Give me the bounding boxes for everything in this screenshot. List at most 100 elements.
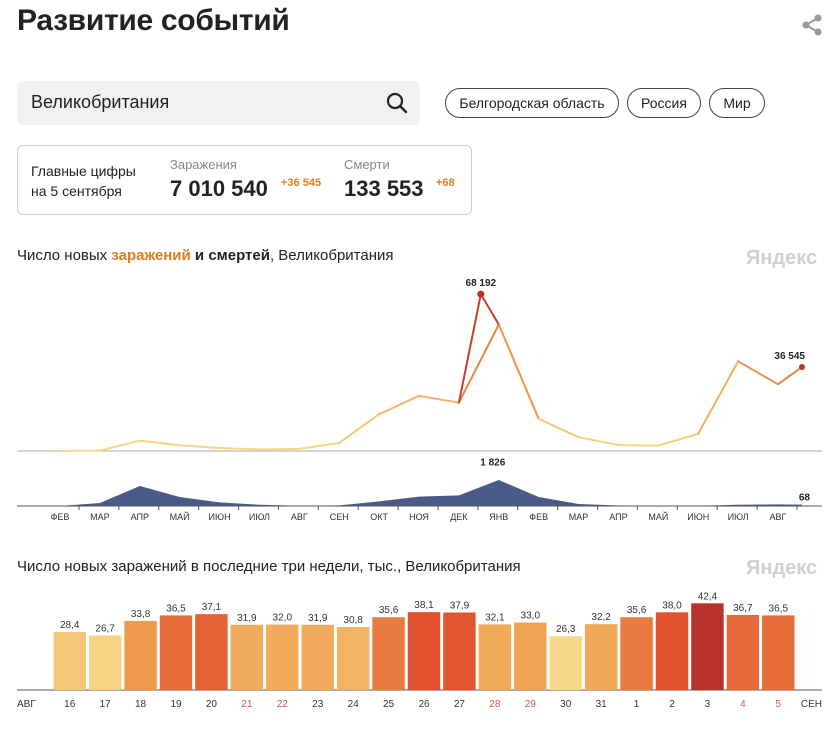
deaths-area[interactable] [60, 480, 802, 506]
infections-line-segment[interactable] [298, 441, 341, 450]
search-input[interactable]: Великобритания [17, 81, 420, 125]
yandex-watermark: Яндекс [746, 557, 818, 579]
bar[interactable] [372, 617, 405, 690]
bar[interactable] [514, 622, 547, 690]
x-axis-month-label: ИЮН [687, 512, 709, 522]
bar[interactable] [549, 636, 582, 690]
bar[interactable] [301, 624, 334, 690]
bar-category-label: 22 [277, 699, 289, 710]
infections-line-segment[interactable] [178, 444, 221, 450]
bar-value-label: 36,5 [166, 603, 186, 614]
bar[interactable] [124, 620, 157, 690]
infections-deaths-chart[interactable]: 68 192 36 545 1 826 68 ФЕВ МАР АПР МАЙ ИЮН ИЮЛ АВГ… [0, 270, 840, 530]
x-axis-month-label: МАР [569, 512, 589, 522]
bar-value-label: 36,7 [733, 603, 753, 614]
bar-category-label: 4 [740, 699, 746, 710]
bar-value-label: 42,4 [698, 591, 718, 602]
x-axis-month-label: ФЕВ [51, 512, 70, 522]
bar-category-label: 27 [454, 699, 466, 710]
infections-line-segment[interactable] [378, 394, 420, 416]
x-axis-month-label: ИЮЛ [249, 512, 270, 522]
region-chip-belgorod[interactable]: Белгородская область [445, 88, 619, 118]
infections-series[interactable] [59, 290, 805, 452]
infections-line-segment[interactable] [457, 323, 500, 404]
infections-line-segment[interactable] [457, 293, 482, 403]
infections-line-segment[interactable] [737, 360, 779, 386]
bar-category-label: 2 [669, 699, 675, 710]
bar[interactable] [620, 617, 653, 690]
infections-line-segment[interactable] [657, 432, 700, 447]
infections-peak-point[interactable] [477, 290, 485, 298]
deaths-total: 133 553 [344, 176, 424, 201]
bar[interactable] [584, 624, 618, 690]
bar[interactable] [53, 631, 86, 690]
main-figures-label: Главные цифры [31, 163, 136, 179]
bar-value-label: 36,5 [769, 603, 789, 614]
three-weeks-bar-chart[interactable]: АВГ СЕН 28,4 16 26,7 17 33,8 18 36,5 19 37,1 20 31,9… [0, 585, 840, 715]
bar-value-label: 26,3 [556, 624, 576, 635]
bar-value-label: 28,4 [60, 620, 80, 631]
deaths-peak-label: 1 826 [480, 457, 505, 468]
infections-line-segment[interactable] [418, 394, 460, 404]
bar[interactable] [230, 624, 264, 690]
bar[interactable] [159, 615, 193, 690]
bar-value-label: 38,1 [414, 600, 434, 611]
x-axis-month-label: ИЮН [209, 512, 231, 522]
search-input-value: Великобритания [31, 92, 170, 112]
bar[interactable] [655, 612, 689, 690]
bar[interactable] [726, 614, 760, 690]
main-figures-card: Главные цифры на 5 сентября Заражения 7 … [17, 145, 472, 215]
bar-value-label: 33,0 [521, 611, 541, 622]
bar[interactable] [336, 627, 370, 690]
chart1-title-infections: заражений [111, 247, 191, 264]
main-figures-date: на 5 сентября [31, 183, 122, 199]
bar-value-label: 30,8 [343, 615, 363, 626]
infections-line-segment[interactable] [479, 293, 500, 326]
infections-line-segment[interactable] [138, 439, 181, 447]
bar-category-label: 20 [206, 699, 218, 710]
bar[interactable] [443, 612, 476, 690]
infections-last-point[interactable] [799, 363, 805, 370]
search-icon[interactable] [385, 91, 409, 115]
bar-value-label: 32,2 [591, 612, 611, 623]
x-axis-month-label: ИЮЛ [728, 512, 749, 522]
bar[interactable] [691, 603, 724, 690]
bar-value-label: 37,1 [202, 602, 222, 613]
infections-line-segment[interactable] [98, 439, 141, 452]
infections-line-segment[interactable] [777, 366, 803, 386]
page-title: Развитие событий [17, 4, 290, 37]
infections-peak-label: 68 192 [466, 278, 497, 289]
infections-line-segment[interactable] [258, 447, 301, 451]
bar-value-label: 31,9 [237, 613, 257, 624]
infections-line-segment[interactable] [617, 444, 660, 447]
bar[interactable] [195, 614, 228, 690]
x-axis-month-label: АВГ [770, 512, 787, 522]
infections-line-segment[interactable] [497, 323, 540, 420]
bar[interactable] [88, 635, 122, 690]
infections-total: 7 010 540 [170, 176, 268, 201]
bar-category-label: 23 [312, 699, 324, 710]
chart1-title-middle: и [190, 247, 209, 264]
region-chip-russia[interactable]: Россия [627, 88, 701, 118]
bar-category-label: 3 [705, 699, 711, 710]
bar-value-label: 35,6 [627, 605, 647, 616]
x-axis-month-label: ОКТ [370, 512, 388, 522]
region-chip-world[interactable]: Мир [709, 88, 765, 118]
infections-line-segment[interactable] [697, 360, 740, 435]
bar-category-label: 31 [596, 699, 608, 710]
infections-increment: +36 545 [281, 177, 322, 189]
infections-line-segment[interactable] [577, 436, 620, 447]
bar[interactable] [762, 615, 795, 690]
infections-line-segment[interactable] [218, 447, 261, 451]
bar-value-label: 35,6 [379, 605, 399, 616]
bar-category-label: 29 [525, 699, 537, 710]
bar-category-label: 25 [383, 699, 395, 710]
share-icon[interactable] [798, 12, 826, 38]
bar[interactable] [407, 612, 441, 690]
infections-line-segment[interactable] [537, 417, 580, 439]
bar-category-label: 26 [418, 699, 430, 710]
bar[interactable] [478, 624, 512, 690]
infections-line-segment[interactable] [338, 413, 381, 444]
bar[interactable] [266, 624, 299, 690]
bar-value-label: 33,8 [131, 609, 151, 620]
